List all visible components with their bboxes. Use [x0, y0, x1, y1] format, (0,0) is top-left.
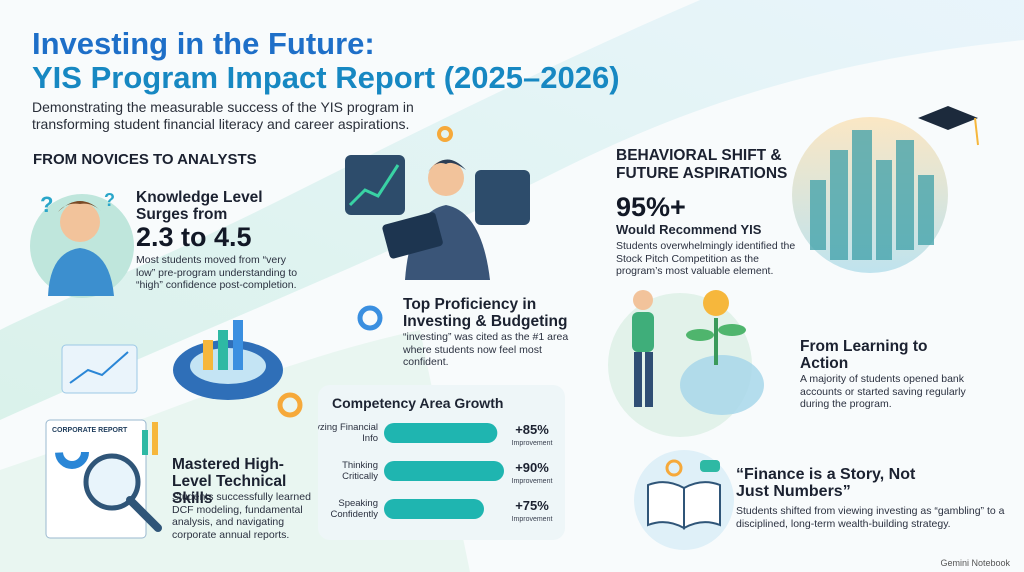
chart-card — [69, 351, 129, 384]
illustration — [60, 202, 100, 242]
report-label: CORPORATE REPORT — [52, 427, 128, 434]
illustration — [428, 160, 464, 196]
stat: 2.3 to 4.5 — [136, 222, 252, 252]
illustration — [58, 201, 102, 212]
chart-card — [61, 344, 138, 394]
title: Investing in the Future: — [32, 26, 375, 61]
row-label: Speaking Confidently — [330, 498, 378, 520]
value-note: Improvement — [512, 516, 553, 523]
person — [632, 312, 654, 352]
section-heading: FROM NOVICES TO ANALYSTS — [33, 151, 257, 168]
card-title: From Learning to Action — [800, 338, 928, 372]
illustration — [218, 330, 228, 370]
value-label: +90% — [515, 460, 549, 475]
skyline — [810, 130, 934, 260]
book — [683, 481, 721, 530]
illustration — [142, 430, 148, 455]
person — [633, 290, 653, 310]
person — [634, 352, 642, 407]
card-text: Students shifted from viewing investing … — [736, 505, 1005, 530]
row-label: Thinking Critically — [342, 460, 378, 482]
gear — [437, 126, 453, 142]
card-text: Students overwhelmingly identified the S… — [616, 240, 796, 277]
plant — [718, 324, 746, 336]
gear — [665, 459, 683, 477]
coin — [703, 290, 729, 316]
gear — [277, 392, 303, 418]
icon: ? — [40, 192, 53, 217]
card-text: “investing” was cited as the #1 area whe… — [403, 331, 569, 368]
card-title: Mastered High-Level Technical Skills — [172, 456, 287, 507]
competency-panel: Competency Area Growth Analyzing Financi… — [318, 385, 565, 540]
card-title: Would Recommend YIS — [616, 222, 762, 237]
magnifier — [83, 453, 141, 511]
illustration — [203, 340, 213, 370]
value-label: +85% — [515, 422, 549, 437]
gear — [357, 305, 383, 331]
card-text: Students successfully learned DCF modeli… — [172, 491, 311, 541]
tablet — [382, 212, 443, 259]
icon: ? — [104, 190, 115, 210]
card-text: A majority of students opened bank accou… — [800, 373, 966, 410]
screen — [348, 164, 400, 207]
bar — [384, 461, 504, 481]
person — [645, 352, 653, 407]
subtitle: Demonstrating the measurable success of … — [32, 99, 414, 132]
screen — [345, 155, 405, 215]
illustration — [152, 422, 158, 455]
book — [647, 481, 685, 530]
chat-bubble — [700, 460, 720, 472]
bar — [384, 423, 498, 443]
piggy — [680, 355, 764, 415]
flow-band — [0, 0, 1024, 420]
illustration — [48, 248, 114, 296]
title: YIS Program Impact Report (2025–2026) — [32, 60, 620, 95]
card-title: “Finance is a Story, Not Just Numbers” — [736, 466, 916, 500]
cap — [974, 117, 979, 146]
illustration — [233, 320, 243, 370]
footer-brand: Gemini Notebook — [940, 558, 1010, 568]
card-title: Top Proficiency in Investing & Budgeting — [403, 296, 568, 330]
cap — [918, 106, 978, 130]
value-note: Improvement — [512, 440, 553, 447]
card-title: Knowledge Level Surges from — [136, 189, 263, 223]
value-label: +75% — [515, 498, 549, 513]
panel-title: Competency Area Growth — [332, 395, 504, 411]
plant — [686, 329, 714, 341]
magnifier — [126, 496, 162, 532]
screen — [475, 170, 530, 225]
illustration — [428, 159, 466, 172]
report — [55, 435, 89, 469]
bar — [384, 499, 484, 519]
value-note: Improvement — [512, 478, 553, 485]
stat: 95%+ — [616, 192, 686, 222]
section-heading: BEHAVIORAL SHIFT & FUTURE ASPIRATIONS — [616, 147, 788, 182]
card-text: Most students moved from “very low” pre-… — [136, 254, 298, 291]
